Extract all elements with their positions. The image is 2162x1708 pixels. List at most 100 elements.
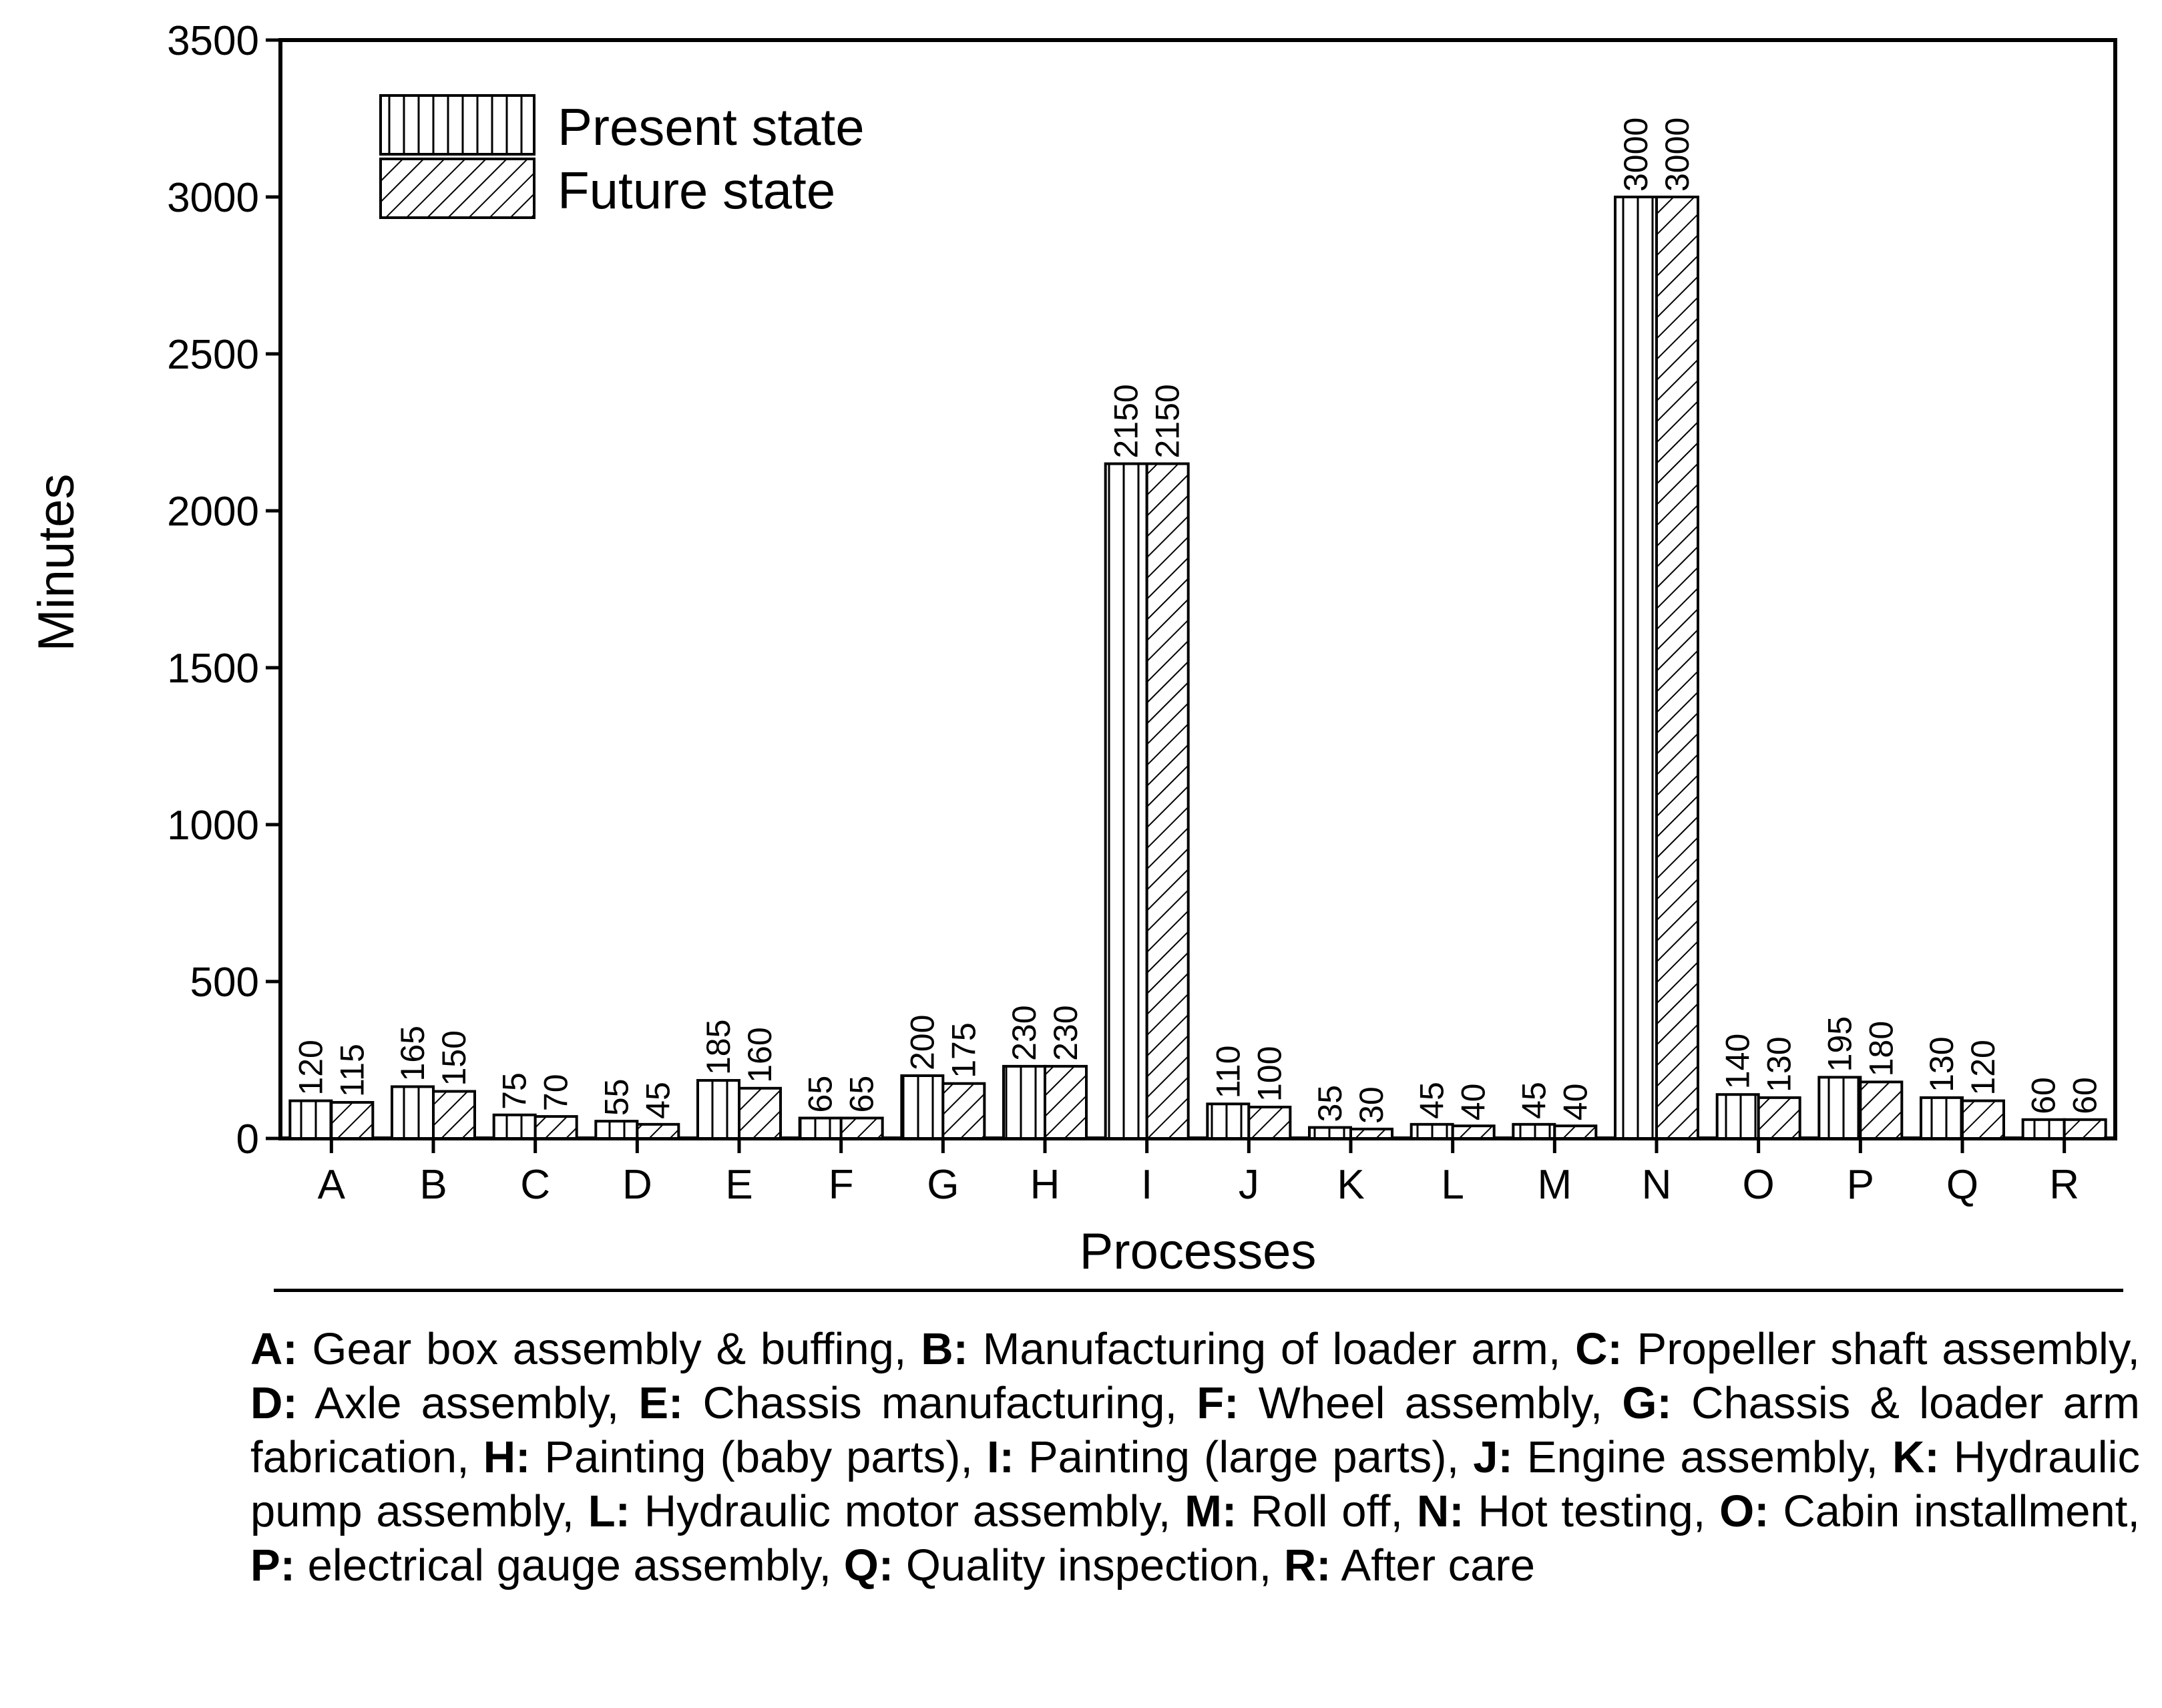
x-tick-label: F — [829, 1162, 854, 1208]
bar-value-label-present-E: 185 — [700, 1020, 737, 1075]
bar-present-I — [1104, 462, 1148, 1140]
y-tick-label: 1500 — [167, 646, 259, 692]
x-axis-title: Processes — [1080, 1223, 1317, 1280]
bar-present-O — [1715, 1093, 1760, 1140]
key-code: N: — [1416, 1486, 1464, 1536]
bar-present-P — [1817, 1076, 1862, 1140]
bar-value-label-future-D: 45 — [639, 1082, 676, 1119]
bar-value-label-present-N: 3000 — [1617, 118, 1655, 192]
key-code: K: — [1892, 1432, 1940, 1482]
bar-chart: 0 500 1000 1500 2000 2500 3000 3500 A B C D E F G H I J K… — [28, 18, 2117, 1280]
bar-value-label-present-H: 230 — [1006, 1005, 1043, 1060]
bar-future-H — [1044, 1064, 1088, 1140]
bar-value-label-present-K: 35 — [1311, 1085, 1349, 1122]
bar-value-label-future-E: 160 — [741, 1027, 779, 1082]
key-code: A: — [250, 1324, 298, 1374]
bar-value-label-present-B: 165 — [394, 1026, 431, 1081]
key-description: Propeller shaft assembly, — [1622, 1324, 2140, 1374]
bar-value-label-future-Q: 120 — [1964, 1040, 2002, 1095]
key-description: Hydraulic pump assembly, — [250, 1432, 2140, 1536]
key-code: C: — [1575, 1324, 1623, 1374]
x-axis: A B C D E F G H I J K L M N O P Q R — [318, 1138, 2079, 1208]
x-tick-label: D — [622, 1162, 652, 1208]
bar-future-F — [839, 1116, 884, 1140]
x-tick-label: H — [1030, 1162, 1060, 1208]
bar-value-label-future-P: 180 — [1862, 1021, 1900, 1076]
y-tick-label: 500 — [190, 959, 259, 1006]
key-code: P: — [250, 1540, 295, 1590]
bar-future-E — [738, 1086, 782, 1140]
key-description: After care — [1331, 1540, 1535, 1590]
bar-future-D — [636, 1122, 680, 1140]
bar-future-M — [1553, 1124, 1598, 1140]
key-description: Painting (baby parts), — [530, 1432, 988, 1482]
bar-value-label-future-M: 40 — [1556, 1084, 1594, 1121]
key-code: R: — [1283, 1540, 1331, 1590]
bar-value-label-present-O: 140 — [1719, 1034, 1757, 1089]
bar-future-G — [941, 1082, 986, 1140]
key-description: Chassis & loader arm fabrication, — [250, 1378, 2140, 1482]
bar-present-M — [1512, 1122, 1556, 1140]
bar-future-N — [1655, 196, 1699, 1140]
bar-value-label-present-M: 45 — [1515, 1082, 1552, 1119]
x-tick-label: O — [1743, 1162, 1775, 1208]
bar-present-R — [2021, 1118, 2066, 1140]
bar-value-label-future-L: 40 — [1455, 1084, 1492, 1121]
bar-future-I — [1145, 462, 1190, 1140]
x-tick-label: B — [419, 1162, 447, 1208]
key-description: Cabin installment, — [1769, 1486, 2140, 1536]
bar-present-A — [288, 1099, 333, 1140]
bar-future-B — [432, 1090, 476, 1140]
bar-present-C — [492, 1113, 537, 1140]
y-axis: 0 500 1000 1500 2000 2500 3000 3500 — [167, 18, 280, 1162]
bar-value-label-future-K: 30 — [1353, 1086, 1390, 1124]
key-description: Wheel assembly, — [1239, 1378, 1623, 1428]
bar-present-Q — [1920, 1096, 1964, 1140]
x-tick-label: Q — [1946, 1162, 1978, 1208]
bar-value-label-present-Q: 130 — [1923, 1036, 1960, 1092]
y-tick-label: 2500 — [167, 332, 259, 378]
bar-value-label-future-A: 115 — [333, 1044, 371, 1097]
key-description: electrical gauge assembly, — [295, 1540, 844, 1590]
bar-future-C — [533, 1115, 578, 1140]
bar-value-label-future-B: 150 — [435, 1030, 473, 1086]
key-description: Chassis manufacturing, — [683, 1378, 1197, 1428]
key-description: Manufacturing of loader arm, — [967, 1324, 1576, 1374]
bar-value-label-future-I: 2150 — [1149, 384, 1186, 458]
x-tick-label: L — [1441, 1162, 1464, 1208]
bar-present-B — [391, 1085, 435, 1140]
x-tick-label: A — [318, 1162, 346, 1208]
bar-present-E — [696, 1079, 740, 1140]
bar-value-label-present-C: 75 — [496, 1072, 533, 1110]
x-tick-label: M — [1538, 1162, 1572, 1208]
bar-value-label-present-G: 200 — [903, 1015, 941, 1070]
y-tick-label: 3000 — [167, 175, 259, 221]
key-description: Hot testing, — [1464, 1486, 1720, 1536]
process-key-note: A: Gear box assembly & buffing, B: Manuf… — [250, 1322, 2140, 1592]
bar-value-label-future-H: 230 — [1047, 1005, 1084, 1060]
bar-present-D — [594, 1120, 639, 1140]
bar-value-label-future-R: 60 — [2067, 1077, 2104, 1114]
key-code: M: — [1184, 1486, 1237, 1536]
bar-present-H — [1002, 1064, 1046, 1140]
y-tick-label: 0 — [236, 1116, 259, 1162]
bar-future-K — [1349, 1127, 1393, 1140]
bar-present-K — [1308, 1126, 1352, 1140]
y-tick-label: 3500 — [167, 18, 259, 64]
bar-present-G — [900, 1074, 945, 1140]
legend-swatch-present — [379, 94, 535, 156]
plot-area-frame — [278, 38, 2117, 1140]
legend-label-future: Future state — [558, 161, 835, 220]
divider — [274, 1289, 2123, 1292]
bar-value-label-future-G: 175 — [945, 1022, 982, 1078]
bar-future-A — [330, 1100, 375, 1140]
bar-future-L — [1451, 1124, 1496, 1140]
x-tick-label: J — [1239, 1162, 1259, 1208]
y-axis-title: Minutes — [28, 473, 85, 651]
key-code: Q: — [843, 1540, 894, 1590]
bar-value-label-present-R: 60 — [2025, 1077, 2063, 1114]
key-description: Hydraulic motor assembly, — [630, 1486, 1185, 1536]
bar-value-label-present-I: 2150 — [1108, 384, 1145, 458]
key-code: F: — [1197, 1378, 1239, 1428]
